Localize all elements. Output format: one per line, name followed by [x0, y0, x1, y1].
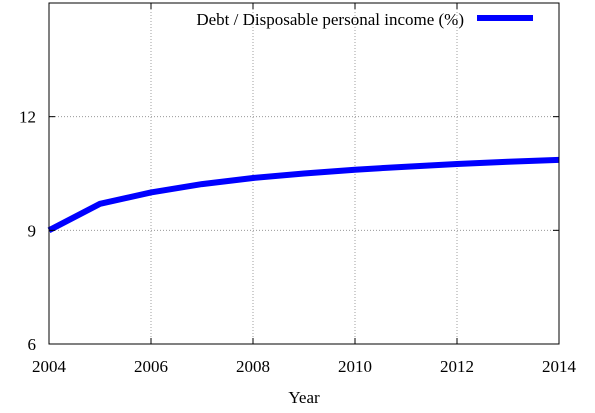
series-line: [47, 156, 560, 233]
x-tick-label: 2008: [236, 357, 270, 376]
y-tick-label: 6: [28, 335, 37, 354]
x-tick-label: 2010: [338, 357, 372, 376]
legend: Debt / Disposable personal income (%): [196, 10, 533, 29]
x-tick-label: 2004: [32, 357, 67, 376]
x-axis-title: Year: [288, 388, 320, 407]
series-lines: [47, 156, 560, 233]
grid-lines: [49, 3, 559, 344]
axis-ticks: [48, 3, 560, 345]
x-tick-label: 2014: [542, 357, 577, 376]
x-tick-label: 2006: [134, 357, 168, 376]
legend-label: Debt / Disposable personal income (%): [196, 10, 464, 29]
y-tick-label: 9: [28, 221, 37, 240]
tick-labels: 2004 2006 2008 2010 2012 2014 6 9 12: [19, 108, 577, 376]
x-tick-label: 2012: [440, 357, 474, 376]
y-tick-label: 12: [19, 108, 36, 127]
plot-frame: [48, 2, 560, 345]
